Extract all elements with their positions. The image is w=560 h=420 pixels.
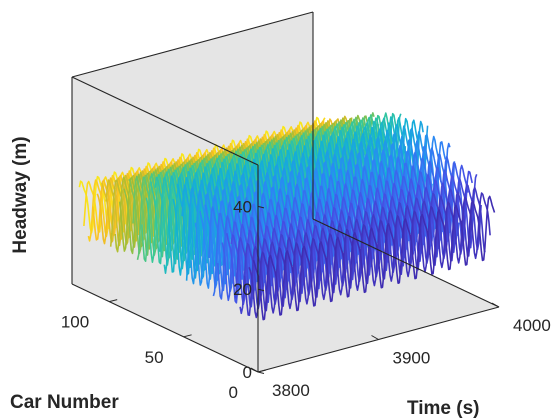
series-line-car-9 <box>243 186 486 317</box>
axes-box <box>71 11 500 373</box>
series-group <box>78 112 496 321</box>
x-tick-label-1: 3900 <box>393 349 431 368</box>
y-tick-label-1: 50 <box>145 348 164 367</box>
x-tick-0 <box>250 367 259 373</box>
edge-left-top <box>71 76 259 166</box>
x-axis-label: Time (s) <box>407 398 480 419</box>
series-line-car-12 <box>239 183 482 315</box>
edge-back-top <box>71 11 314 78</box>
axis-ticks: 0 20 40 0 50 100 3800 3900 4000 <box>61 197 551 402</box>
y-tick-1 <box>183 334 192 338</box>
edge-floor-right <box>312 218 500 308</box>
edge-y-axis <box>71 283 259 373</box>
z-tick-label-1: 20 <box>233 280 252 299</box>
z-axis-label: Headway (m) <box>10 136 31 253</box>
series-line-car-3 <box>252 195 496 321</box>
z-tick-2 <box>257 205 265 209</box>
y-axis-label: Car Number <box>10 392 119 413</box>
y-tick-0 <box>257 369 267 373</box>
y-tick-label-0: 0 <box>229 383 238 402</box>
x-tick-label-2: 4000 <box>513 316 551 335</box>
z-tick-1 <box>257 288 265 292</box>
series-line-car-36 <box>203 141 447 289</box>
y-tick-2 <box>109 299 118 303</box>
x-tick-2 <box>491 302 500 308</box>
z-tick-label-0: 0 <box>243 363 252 382</box>
y-tick-label-2: 100 <box>61 313 89 332</box>
z-tick-label-2: 40 <box>233 197 252 216</box>
x-tick-label-0: 3800 <box>272 381 310 400</box>
x-tick-1 <box>371 335 379 340</box>
